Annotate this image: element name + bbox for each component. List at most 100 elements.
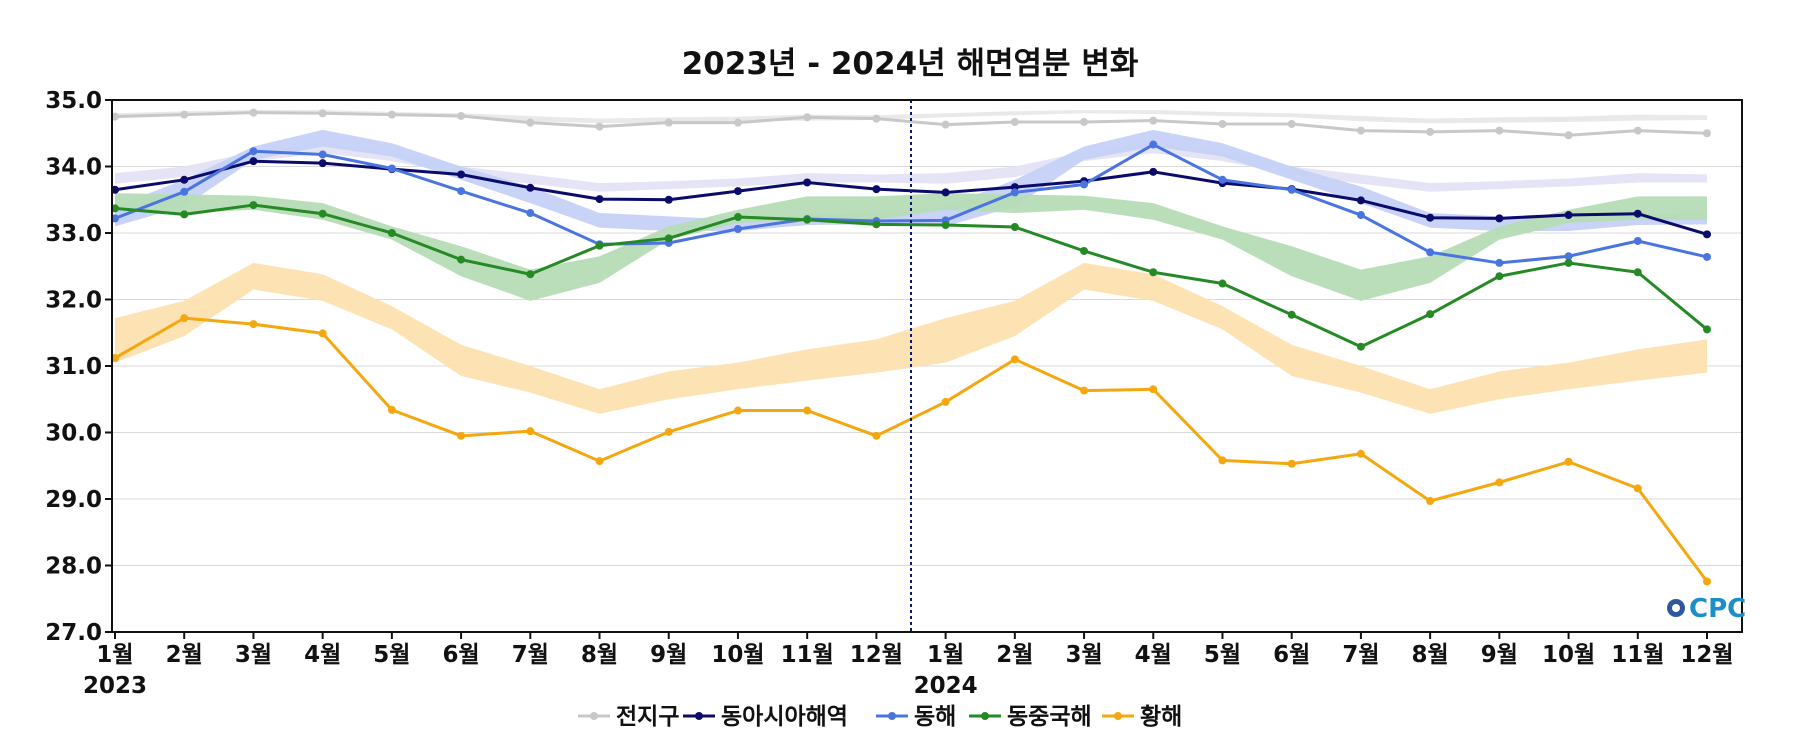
x-tick-label: 9월: [650, 642, 687, 668]
x-tick-label: 3월: [235, 642, 272, 668]
data-point: [872, 431, 881, 440]
data-point: [387, 405, 396, 414]
data-point: [1703, 252, 1711, 261]
y-tick-label: 34.0: [45, 155, 102, 181]
data-point: [1149, 140, 1158, 149]
data-point: [803, 113, 812, 122]
data-point: [526, 427, 535, 436]
data-point: [318, 109, 327, 118]
legend-label: 황해: [1140, 704, 1182, 730]
x-tick-label: 10월: [711, 642, 764, 668]
data-point: [318, 150, 327, 159]
y-tick-label: 33.0: [45, 221, 102, 247]
data-point: [249, 108, 258, 117]
x-tick-label: 2월: [166, 642, 203, 668]
data-point: [249, 201, 258, 210]
x-tick-label: 8월: [1412, 642, 1449, 668]
legend-marker: [1114, 712, 1122, 720]
y-tick-label: 32.0: [45, 288, 102, 314]
y-tick-label: 29.0: [45, 487, 102, 513]
data-point: [1495, 272, 1504, 281]
x-year-label: 2023: [83, 673, 147, 699]
legend-label: 전지구: [616, 704, 679, 730]
data-point: [664, 234, 673, 243]
data-point: [595, 241, 604, 250]
data-point: [1218, 456, 1227, 465]
series-line: [114, 111, 1708, 137]
x-tick-label: 6월: [1273, 642, 1310, 668]
legend-label: 동해: [914, 704, 956, 730]
data-point: [733, 213, 742, 222]
series-line: [114, 203, 1708, 349]
x-tick-label: 1월: [927, 642, 964, 668]
x-tick-label: 5월: [1204, 642, 1241, 668]
data-point: [1426, 496, 1435, 505]
data-point: [1080, 386, 1089, 395]
y-tick-label: 27.0: [45, 620, 102, 646]
data-point: [1703, 129, 1711, 138]
y-tick-label: 35.0: [45, 88, 102, 114]
x-tick-label: 10월: [1542, 642, 1595, 668]
data-point: [526, 183, 535, 192]
data-point: [1564, 211, 1573, 220]
data-point: [1218, 175, 1227, 184]
legend-label: 동아시아해역: [721, 704, 848, 730]
x-tick-label: 12월: [850, 642, 903, 668]
data-point: [803, 215, 812, 224]
data-point: [457, 255, 466, 264]
x-tick-label: 11월: [1611, 642, 1664, 668]
data-point: [1149, 268, 1158, 277]
data-point: [249, 320, 258, 329]
data-point: [180, 110, 189, 119]
data-point: [733, 187, 742, 196]
data-point: [1633, 268, 1642, 277]
data-point: [1080, 117, 1089, 126]
data-point: [387, 229, 396, 237]
data-point: [318, 159, 327, 168]
data-point: [1564, 457, 1573, 466]
legend-marker: [981, 712, 989, 720]
point-layer: [111, 108, 1711, 586]
data-point: [457, 111, 466, 120]
data-point: [180, 175, 189, 184]
data-point: [1218, 279, 1227, 288]
data-point: [1010, 223, 1019, 232]
data-point: [595, 195, 604, 204]
data-point: [1495, 214, 1504, 223]
legend-marker: [888, 712, 896, 720]
data-point: [664, 118, 673, 127]
data-point: [526, 209, 535, 218]
data-point: [941, 188, 950, 197]
x-tick-label: 11월: [781, 642, 834, 668]
data-point: [1633, 484, 1642, 493]
x-tick-label: 12월: [1680, 642, 1733, 668]
data-point: [1010, 355, 1019, 364]
data-point: [1495, 258, 1504, 267]
x-tick-label: 9월: [1481, 642, 1518, 668]
x-tick-label: 7월: [1342, 642, 1379, 668]
data-point: [1633, 126, 1642, 135]
data-point: [1356, 196, 1365, 205]
data-point: [595, 122, 604, 131]
data-point: [1564, 131, 1573, 140]
x-tick-label: 4월: [1135, 642, 1172, 668]
data-point: [1287, 119, 1296, 128]
legend-marker: [695, 712, 703, 720]
data-point: [1356, 449, 1365, 458]
data-point: [1149, 167, 1158, 176]
data-point: [1010, 188, 1019, 197]
data-point: [872, 185, 881, 194]
series-band: [115, 193, 1707, 301]
data-point: [180, 187, 189, 196]
data-point: [733, 225, 742, 234]
data-point: [733, 406, 742, 415]
data-point: [1287, 459, 1296, 468]
data-point: [1564, 258, 1573, 267]
series-band: [115, 262, 1707, 414]
data-point: [1495, 478, 1504, 487]
data-point: [1356, 126, 1365, 135]
data-point: [1287, 310, 1296, 319]
data-point: [664, 195, 673, 204]
y-tick-label: 28.0: [45, 554, 102, 580]
data-point: [1633, 209, 1642, 218]
